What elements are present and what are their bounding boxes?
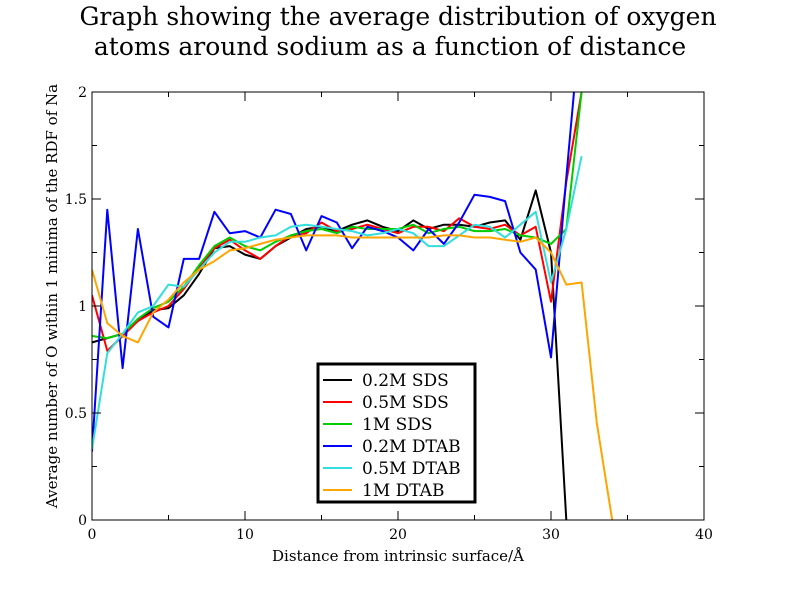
x-tick-label: 20 <box>389 527 407 543</box>
x-tick-label: 40 <box>695 527 713 543</box>
series-line-0-2m-sds <box>92 189 568 520</box>
legend-label-0-2m-dtab: 0.2M DTAB <box>362 437 461 457</box>
chart-title-line-1: Graph showing the average distribution o… <box>79 2 716 31</box>
y-axis-label: Average number of O within 1 minima of t… <box>43 84 61 509</box>
series-line-1m-dtab <box>92 234 614 520</box>
series-line-0-5m-dtab <box>92 155 583 450</box>
ticks-layer: 0 10 20 30 40 0 0.5 1 1.5 2 <box>65 85 713 543</box>
legend-label-0-5m-sds: 0.5M SDS <box>362 393 449 413</box>
y-tick-label: 1.5 <box>65 192 87 208</box>
series-layer <box>92 92 614 520</box>
series-line-1m-sds <box>92 92 583 340</box>
x-axis-label: Distance from intrinsic surface/Å <box>272 547 524 565</box>
x-tick-label: 30 <box>542 527 560 543</box>
legend-label-0-2m-sds: 0.2M SDS <box>362 371 449 391</box>
x-tick-label: 10 <box>236 527 254 543</box>
y-tick-label: 1 <box>78 299 87 315</box>
y-tick-label: 0.5 <box>65 406 87 422</box>
series-line-0-2m-dtab <box>92 92 575 452</box>
legend-box <box>316 362 477 504</box>
y-tick-label: 0 <box>78 513 87 529</box>
y-tick-label: 2 <box>78 85 87 101</box>
legend-label-0-5m-dtab: 0.5M DTAB <box>362 459 461 479</box>
legend-label-1m-dtab: 1M DTAB <box>362 481 444 501</box>
x-tick-label: 0 <box>88 527 97 543</box>
legend-label-1m-sds: 1M SDS <box>362 415 433 435</box>
chart-title-line-2: atoms around sodium as a function of dis… <box>94 32 686 61</box>
